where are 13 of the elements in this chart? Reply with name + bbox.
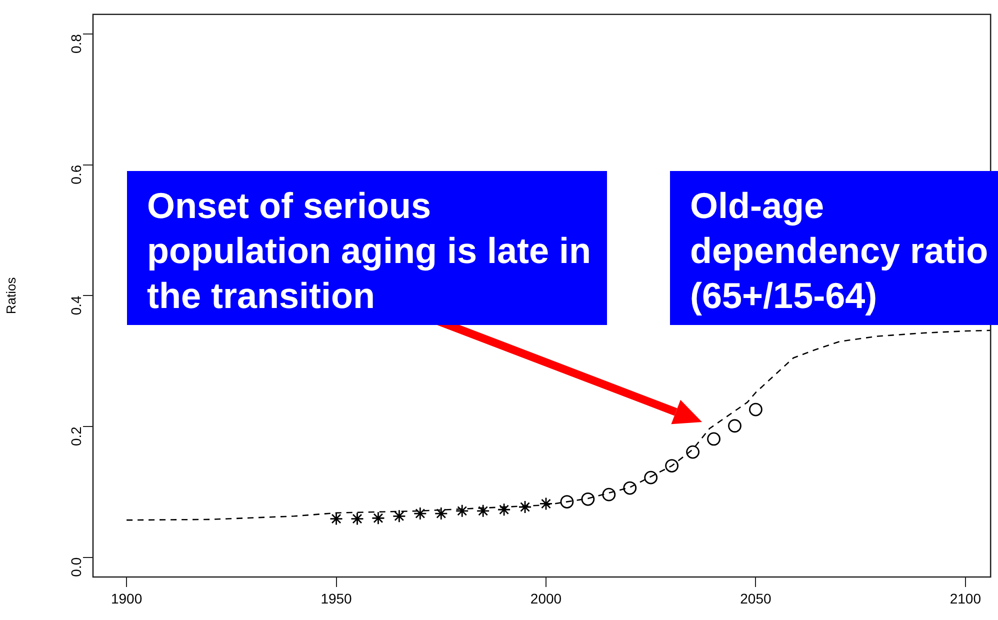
y-tick-label: 0.2 [68, 426, 84, 446]
y-tick-label: 0.4 [68, 295, 84, 316]
y-tick-label: 0.6 [68, 164, 84, 184]
callout-box: Onset of serious population aging is late in the transition [127, 171, 607, 325]
y-axis-title: Ratios [3, 276, 18, 314]
x-tick-label: 1950 [320, 590, 352, 606]
callout-box: Old-age dependency ratio (65+/15-64) [670, 171, 998, 325]
x-tick-label: 2000 [530, 590, 562, 606]
y-tick-label: 0.8 [68, 34, 84, 54]
x-tick-label: 2050 [740, 590, 772, 606]
x-tick-label: 2100 [950, 590, 982, 606]
x-tick-label: 1900 [110, 590, 142, 606]
y-tick-label: 0.0 [68, 557, 84, 577]
